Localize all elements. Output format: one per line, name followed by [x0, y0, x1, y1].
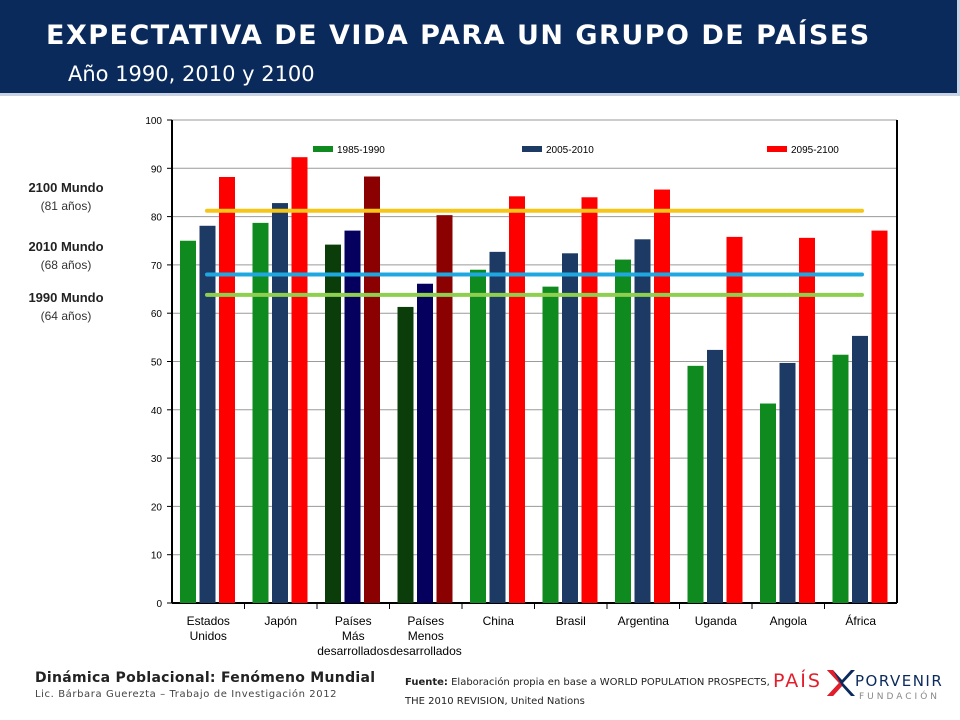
bar — [581, 197, 598, 603]
bar — [615, 259, 631, 603]
y-tick-label: 50 — [151, 358, 163, 369]
x-tick-label: Países Más desarrollados — [317, 614, 389, 658]
bar — [687, 365, 704, 603]
logo-x-icon — [827, 670, 855, 696]
bar — [325, 244, 341, 603]
annotation-2100: 2100 Mundo (81 años) — [10, 180, 122, 213]
bar — [542, 286, 559, 603]
bar — [779, 362, 796, 603]
annotation-2010: 2010 Mundo (68 años) — [10, 239, 122, 272]
y-tick-label: 80 — [151, 213, 163, 224]
x-tick-label: África — [845, 613, 876, 628]
bar — [509, 196, 525, 603]
bar — [489, 251, 506, 603]
logo-porvenir-text: PORVENIR — [855, 672, 944, 690]
page-title: EXPECTATIVA DE VIDA PARA UN GRUPO DE PAÍ… — [46, 20, 871, 51]
bar — [634, 239, 651, 603]
legend-label: 1985-1990 — [337, 145, 385, 156]
bar — [760, 403, 776, 603]
bar — [470, 269, 486, 603]
bar — [252, 222, 269, 603]
footer-credits: Dinámica Poblacional: Fenómeno Mundial L… — [35, 670, 375, 700]
annotation-2010-value: (68 años) — [40, 258, 92, 272]
y-tick-label: 40 — [151, 406, 163, 417]
annotation-1990-value: (64 años) — [40, 309, 92, 323]
legend-swatch — [313, 146, 333, 152]
bar — [707, 349, 723, 603]
x-tick-label: Estados Unidos — [187, 614, 230, 643]
annotation-2100-value: (81 años) — [40, 199, 92, 213]
page-subtitle: Año 1990, 2010 y 2100 — [68, 62, 315, 86]
bar — [799, 237, 815, 604]
x-tick-label: Angola — [770, 614, 808, 628]
footer-title: Dinámica Poblacional: Fenómeno Mundial — [35, 670, 376, 686]
source-text: Elaboración propia en base a WORLD POPUL… — [405, 677, 770, 707]
x-tick-label: Argentina — [618, 614, 670, 628]
bar — [344, 230, 361, 603]
legend-swatch — [522, 146, 542, 152]
bar — [654, 189, 670, 603]
bar — [291, 157, 308, 604]
bar — [562, 253, 578, 604]
x-tick-label: Países Menos desarrollados — [390, 614, 462, 658]
x-tick-label: Uganda — [695, 614, 737, 628]
y-tick-label: 90 — [151, 164, 163, 175]
source-note: Fuente: Elaboración propia en base a WOR… — [405, 673, 775, 711]
y-tick-label: 30 — [151, 454, 163, 465]
annotation-1990-label: 1990 Mundo — [28, 290, 104, 305]
annotation-2010-label: 2010 Mundo — [28, 239, 104, 254]
legend-label: 2005-2010 — [546, 145, 594, 156]
x-tick-label: Brasil — [556, 614, 586, 628]
x-tick-label: China — [483, 614, 515, 628]
y-tick-label: 60 — [151, 309, 163, 320]
y-tick-label: 10 — [151, 551, 163, 562]
legend-label: 2095-2100 — [791, 145, 839, 156]
annotation-1990: 1990 Mundo (64 años) — [10, 290, 122, 323]
y-tick-label: 20 — [151, 502, 163, 513]
logo-pais-text: PAÍS — [773, 670, 822, 692]
footer-author: Lic. Bárbara Guerezta – Trabajo de Inves… — [35, 689, 338, 700]
bar — [852, 335, 868, 603]
source-label: Fuente: — [405, 677, 448, 688]
y-tick-label: 0 — [156, 599, 162, 610]
bar — [272, 203, 288, 604]
y-tick-label: 100 — [145, 116, 162, 127]
bar — [180, 240, 196, 603]
bar — [832, 354, 849, 603]
logo-fundacion-text: FUNDACIÓN — [859, 692, 941, 702]
bar — [199, 225, 216, 604]
x-tick-label: Japón — [264, 614, 297, 628]
bar — [436, 215, 453, 603]
bar — [397, 306, 414, 603]
bar — [219, 176, 235, 603]
legend-swatch — [767, 146, 787, 152]
bar — [364, 176, 380, 604]
title-banner: EXPECTATIVA DE VIDA PARA UN GRUPO DE PAÍ… — [0, 0, 960, 96]
y-tick-label: 70 — [151, 261, 163, 272]
annotation-2100-label: 2100 Mundo — [28, 180, 104, 195]
fundacion-logo: PAÍS PORVENIR FUNDACIÓN — [773, 668, 953, 708]
bar — [871, 230, 888, 603]
bar — [417, 283, 433, 603]
bar — [726, 236, 743, 604]
